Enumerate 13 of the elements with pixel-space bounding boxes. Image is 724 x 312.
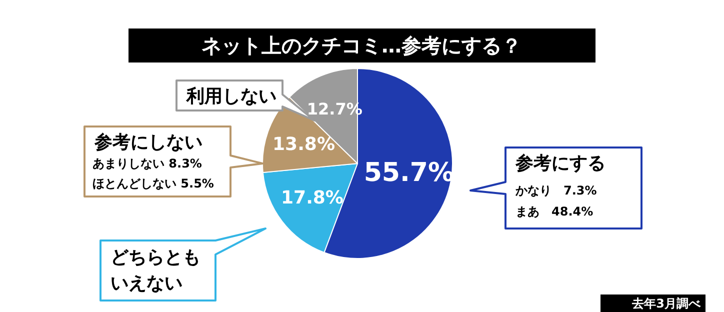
data-label: 17.8% <box>281 188 344 209</box>
slice-label: 参考にしない <box>94 132 202 153</box>
chart-title: ネット上のクチコミ…参考にする？ <box>202 34 522 58</box>
text: 去年3月調べ <box>631 296 702 310</box>
text: あまりしない 8.3% <box>92 156 202 170</box>
slice-label: 参考にする <box>514 153 606 174</box>
text: かなり 7.3% <box>514 184 597 198</box>
text: まあ 48.4% <box>516 204 594 218</box>
slice-label: どちらともいえない <box>110 247 200 294</box>
slice-label: 利用しない <box>186 86 276 107</box>
data-label: 55.7% <box>364 158 454 188</box>
text: ほとんどしない 5.5% <box>92 176 214 190</box>
data-label: 13.8% <box>272 134 335 156</box>
